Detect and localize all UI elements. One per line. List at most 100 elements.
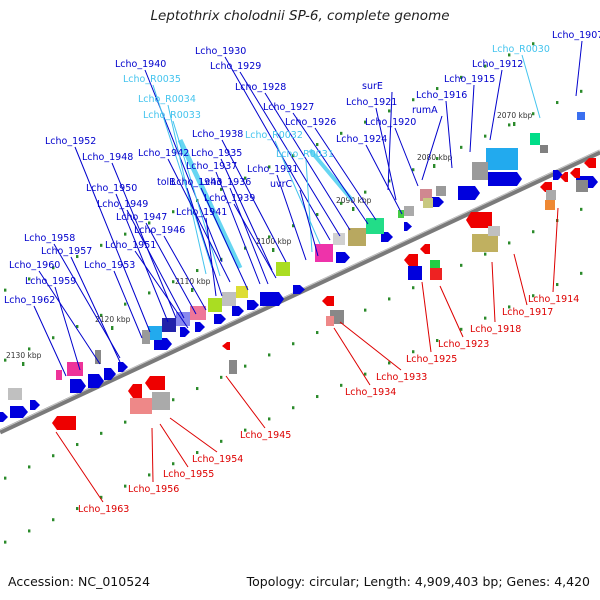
forward-gene-box bbox=[67, 362, 83, 376]
forward-outer-track-tick bbox=[484, 64, 487, 68]
reverse-leader-line bbox=[513, 253, 528, 306]
reverse-gene-box bbox=[430, 260, 440, 270]
forward-gene-label: Lcho_1931 bbox=[247, 164, 298, 175]
reverse-gene-label: Lcho_1918 bbox=[470, 324, 521, 335]
forward-gene-arrow bbox=[488, 172, 522, 186]
kbp-tick bbox=[191, 288, 194, 292]
forward-gene-box bbox=[8, 388, 22, 400]
forward-track-tick bbox=[76, 325, 79, 329]
forward-leader-line bbox=[375, 107, 397, 201]
reverse-outer-track-tick bbox=[220, 439, 223, 443]
forward-leader-line bbox=[469, 84, 475, 153]
forward-leader-line bbox=[152, 84, 213, 269]
reverse-track-tick bbox=[124, 420, 127, 424]
forward-track-tick bbox=[292, 224, 295, 228]
reverse-track-tick bbox=[484, 252, 487, 256]
forward-outer-track-tick bbox=[4, 288, 7, 292]
reverse-gene-label: Lcho_1956 bbox=[128, 484, 179, 495]
reverse-gene-arrow bbox=[466, 212, 492, 228]
forward-gene-label: Lcho_1941 bbox=[176, 207, 227, 218]
forward-gene-label: Lcho_R0031 bbox=[276, 149, 334, 160]
forward-outer-track-tick bbox=[460, 75, 463, 79]
kbp-tick bbox=[513, 122, 516, 126]
reverse-outer-track-tick bbox=[244, 428, 247, 432]
reverse-outer-track-tick bbox=[148, 473, 151, 477]
reverse-track-tick bbox=[4, 476, 7, 480]
forward-outer-track-tick bbox=[220, 187, 223, 191]
forward-gene-box bbox=[577, 112, 585, 120]
forward-leader-line bbox=[314, 127, 377, 221]
reverse-gene-arrow bbox=[128, 384, 142, 398]
forward-outer-track-tick bbox=[148, 221, 151, 225]
reverse-outer-track-tick bbox=[412, 350, 415, 354]
forward-track-tick bbox=[52, 336, 55, 340]
forward-leader-line bbox=[233, 203, 277, 279]
reverse-leader-line bbox=[169, 417, 218, 453]
forward-gene-box bbox=[486, 148, 518, 170]
reverse-track-tick bbox=[316, 331, 319, 335]
forward-gene-label: Lcho_1947 bbox=[116, 212, 167, 223]
forward-gene-box bbox=[142, 330, 150, 344]
reverse-leader-line bbox=[339, 321, 402, 371]
reverse-leader-line bbox=[159, 423, 189, 468]
reverse-track-tick bbox=[364, 308, 367, 312]
genome-summary-text: Topology: circular; Length: 4,909,403 bp… bbox=[246, 574, 590, 589]
reverse-outer-track-tick bbox=[580, 271, 583, 275]
reverse-track-tick bbox=[172, 398, 175, 402]
forward-gene-arrow bbox=[247, 300, 259, 310]
forward-gene-arrow bbox=[336, 252, 350, 263]
forward-track-tick bbox=[364, 190, 367, 194]
reverse-gene-arrow bbox=[52, 416, 76, 430]
reverse-outer-track-tick bbox=[436, 339, 439, 343]
forward-gene-label: Lcho_1959 bbox=[25, 276, 76, 287]
forward-track-tick bbox=[196, 269, 199, 273]
rna-stripe bbox=[177, 138, 243, 270]
forward-gene-box bbox=[236, 286, 248, 298]
reverse-outer-track-tick bbox=[364, 372, 367, 376]
forward-outer-track-tick bbox=[436, 87, 439, 91]
forward-gene-box bbox=[56, 370, 62, 380]
reverse-leader-line bbox=[439, 285, 464, 338]
kbp-label: 2100 kbp bbox=[256, 237, 292, 246]
kbp-tick bbox=[272, 248, 275, 252]
forward-gene-box bbox=[148, 326, 162, 340]
reverse-gene-box bbox=[430, 268, 442, 280]
forward-outer-track-tick bbox=[172, 210, 175, 214]
forward-gene-label: Lcho_1953 bbox=[84, 260, 135, 271]
forward-gene-arrow bbox=[30, 400, 40, 410]
reverse-outer-track-tick bbox=[100, 495, 103, 499]
reverse-leader-line bbox=[491, 261, 496, 323]
kbp-label: 2110 kbp bbox=[175, 277, 211, 286]
forward-gene-label: uvrC bbox=[270, 179, 293, 190]
reverse-outer-track-tick bbox=[292, 406, 295, 410]
forward-leader-line bbox=[200, 187, 249, 291]
rna-stripe bbox=[308, 148, 354, 202]
forward-gene-label: Lcho_1962 bbox=[4, 295, 55, 306]
forward-track-tick bbox=[172, 280, 175, 284]
reverse-outer-track-tick bbox=[460, 327, 463, 331]
forward-gene-label: Lcho_1921 bbox=[346, 97, 397, 108]
reverse-outer-track-tick bbox=[484, 316, 487, 320]
forward-gene-label: Lcho_1924 bbox=[336, 134, 387, 145]
reverse-gene-label: Lcho_1914 bbox=[528, 294, 579, 305]
forward-track-tick bbox=[316, 213, 319, 217]
kbp-tick bbox=[433, 164, 436, 168]
reverse-gene-box bbox=[130, 398, 152, 414]
reverse-gene-label: Lcho_1934 bbox=[345, 387, 396, 398]
reverse-leader-line bbox=[151, 427, 154, 483]
forward-gene-label: tolB bbox=[157, 177, 176, 188]
forward-track-tick bbox=[148, 291, 151, 295]
forward-gene-box bbox=[222, 292, 236, 306]
forward-gene-arrow bbox=[0, 412, 8, 422]
forward-leader-line bbox=[54, 286, 81, 371]
reverse-gene-box bbox=[472, 234, 498, 252]
reverse-outer-track-tick bbox=[316, 395, 319, 399]
reverse-gene-label: Lcho_1963 bbox=[78, 504, 129, 515]
forward-gene-arrow bbox=[260, 292, 284, 306]
forward-gene-label: Lcho_1930 bbox=[195, 46, 246, 57]
forward-leader-line bbox=[113, 270, 143, 339]
forward-leader-line bbox=[264, 92, 351, 231]
forward-outer-track-tick bbox=[292, 154, 295, 158]
forward-leader-line bbox=[292, 112, 369, 225]
forward-leader-line bbox=[172, 120, 221, 277]
